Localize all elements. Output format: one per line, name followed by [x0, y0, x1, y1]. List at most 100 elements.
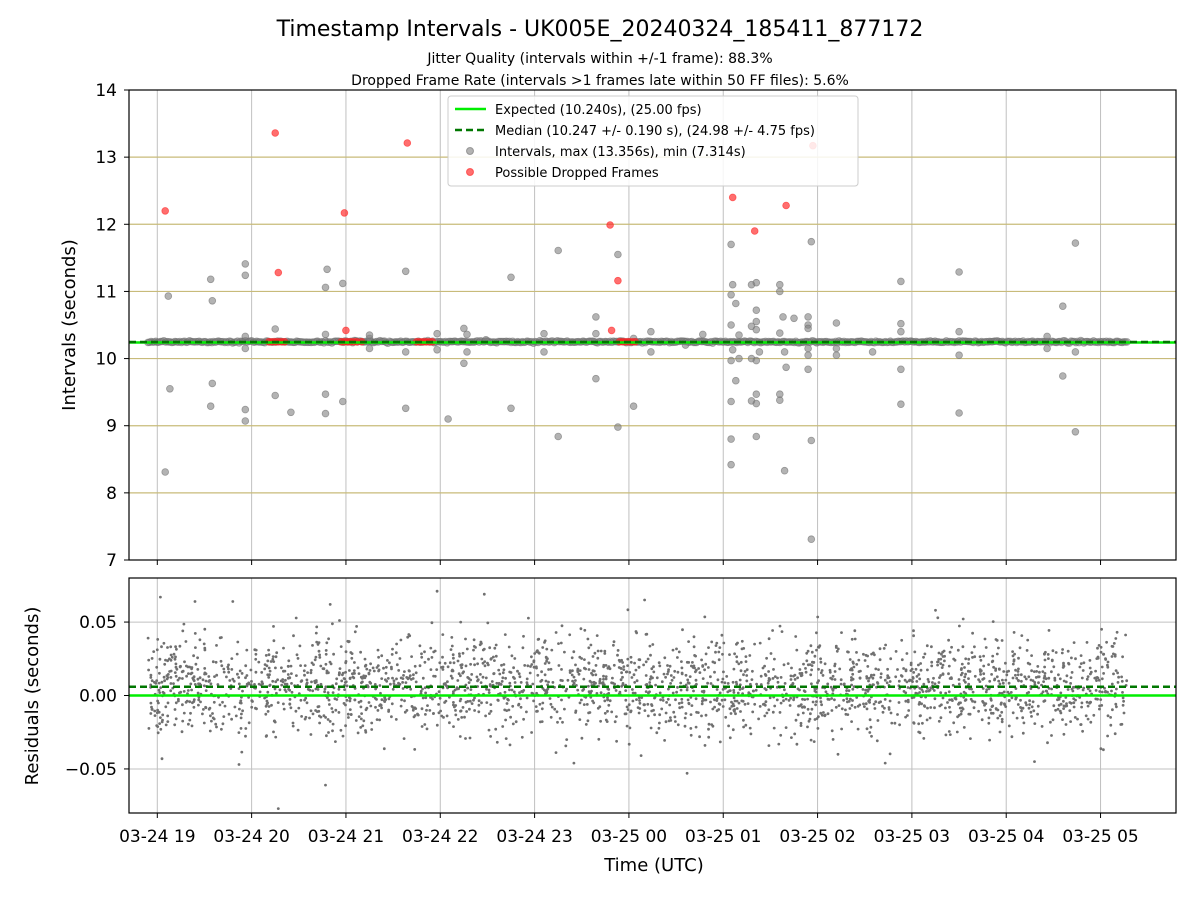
residual-point — [1070, 656, 1073, 660]
residual-point — [399, 638, 403, 642]
residual-point — [894, 650, 898, 653]
residual-point — [274, 735, 278, 739]
residual-point — [159, 716, 162, 719]
residual-point — [687, 701, 691, 705]
interval-outlier-point — [241, 417, 250, 425]
dropped-frame-point — [340, 209, 349, 217]
residual-point — [749, 732, 753, 736]
residual-point — [459, 709, 462, 713]
residual-point — [794, 718, 798, 722]
residual-point — [612, 643, 615, 647]
residual-point — [783, 682, 787, 685]
residual-point — [359, 705, 363, 709]
residual-point — [291, 724, 295, 728]
residual-point — [1120, 675, 1123, 679]
residual-point — [221, 700, 224, 704]
residual-point — [683, 724, 687, 728]
residual-point — [1081, 669, 1085, 672]
residual-point — [185, 664, 188, 668]
residual-point — [1106, 660, 1110, 664]
residual-point — [728, 689, 732, 692]
residual-point — [346, 639, 350, 643]
intervals-plot-frame — [128, 89, 1177, 561]
residual-point — [881, 710, 885, 714]
residual-point — [541, 646, 545, 649]
residual-point — [1004, 705, 1008, 708]
residual-point — [484, 676, 488, 680]
residual-point — [214, 722, 218, 726]
residual-point — [635, 679, 639, 683]
residual-point — [940, 666, 944, 669]
residual-point — [408, 674, 412, 677]
residual-point — [842, 698, 845, 702]
residual-point — [984, 702, 988, 705]
residual-point — [992, 665, 995, 669]
residual-point — [847, 699, 851, 703]
residual-point — [1013, 652, 1016, 656]
residual-point — [930, 660, 934, 664]
residual-point — [156, 731, 160, 735]
residual-point — [674, 698, 677, 702]
residual-point — [375, 698, 378, 701]
residual-point — [189, 711, 192, 715]
residual-point — [657, 661, 661, 665]
residual-point — [334, 740, 337, 743]
residual-point — [174, 655, 177, 659]
residual-point — [157, 681, 161, 685]
residual-point — [1011, 662, 1015, 666]
residual-point — [267, 666, 271, 670]
residual-point — [162, 641, 166, 645]
residual-point — [425, 708, 428, 712]
residual-point — [820, 669, 824, 672]
residual-point — [844, 708, 847, 712]
residual-point — [454, 713, 458, 717]
residual-point — [822, 711, 825, 714]
residual-point — [441, 655, 444, 659]
residual-point — [517, 702, 521, 706]
interval-outlier-point — [727, 460, 735, 469]
residual-point — [881, 704, 884, 708]
residual-point — [1125, 679, 1129, 683]
residual-point — [166, 646, 169, 649]
residual-point — [487, 728, 491, 732]
residual-point — [775, 685, 779, 689]
residual-point — [508, 670, 512, 674]
residual-point — [789, 696, 792, 700]
residual-point — [958, 624, 961, 628]
residual-point — [973, 655, 977, 659]
residual-point — [379, 691, 382, 695]
residual-point — [438, 696, 442, 700]
residual-point — [532, 665, 536, 669]
residual-point — [1114, 637, 1118, 640]
interval-outlier-point — [271, 391, 280, 400]
residual-point — [1112, 642, 1116, 645]
residual-point — [532, 660, 536, 664]
residual-point — [622, 668, 626, 671]
residual-point — [521, 690, 524, 694]
residual-point — [334, 682, 338, 686]
interval-outlier-point — [1059, 302, 1067, 311]
residual-point — [948, 705, 951, 709]
residual-point — [175, 667, 179, 671]
residual-point — [905, 652, 909, 655]
residual-point — [337, 711, 341, 714]
residual-point — [882, 647, 886, 650]
residual-point — [1000, 720, 1004, 724]
residual-point — [281, 678, 285, 681]
residual-point — [830, 729, 834, 733]
residual-point — [435, 668, 439, 671]
residual-point — [998, 714, 1002, 718]
residual-point — [1089, 700, 1092, 704]
residual-point — [967, 682, 971, 686]
residual-point — [275, 651, 279, 655]
residual-point — [1011, 654, 1015, 658]
residual-point — [344, 650, 348, 654]
residual-point — [1060, 651, 1064, 655]
residual-point — [738, 678, 742, 682]
residual-point — [271, 655, 275, 658]
residual-point — [157, 688, 161, 692]
residual-point — [877, 701, 881, 704]
residual-point — [370, 721, 374, 725]
residual-point — [941, 663, 945, 667]
